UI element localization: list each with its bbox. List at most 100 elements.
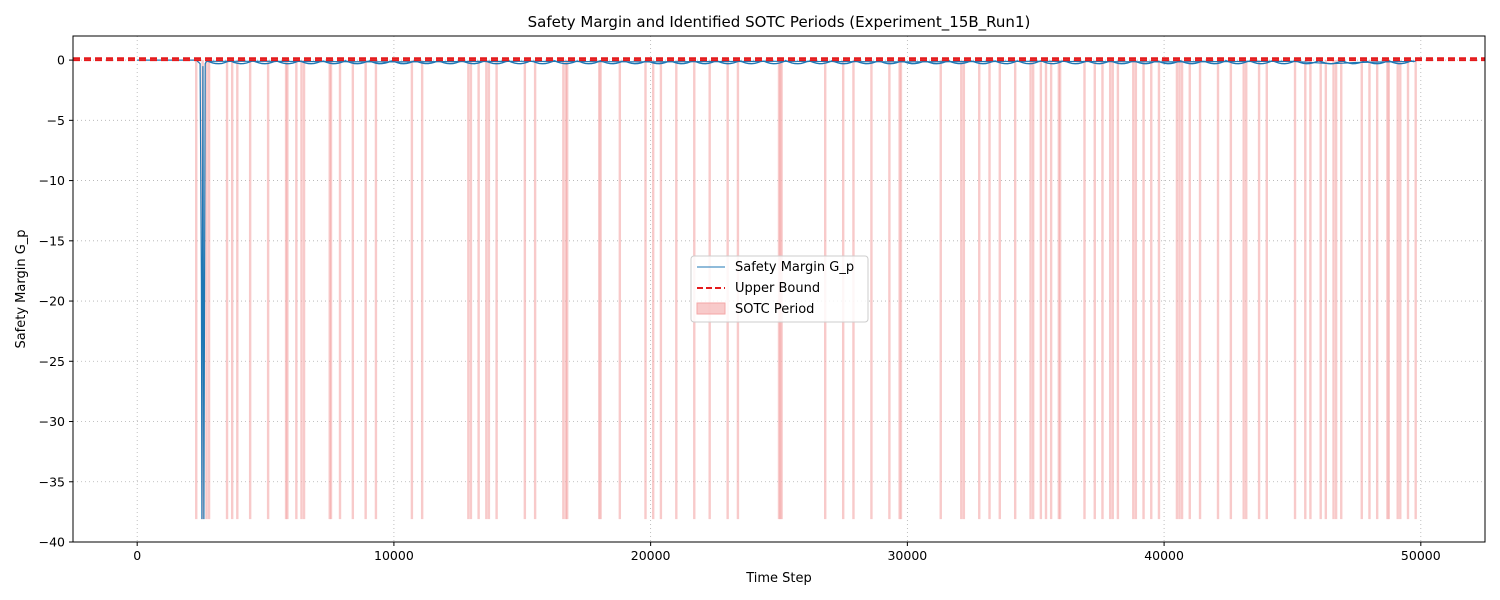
sotc-span [469, 60, 473, 520]
sotc-span [960, 60, 963, 520]
sotc-span [236, 60, 239, 520]
sotc-span [1368, 60, 1371, 520]
sotc-span [1175, 60, 1179, 520]
chart-title: Safety Margin and Identified SOTC Period… [528, 13, 1031, 32]
sotc-span [1414, 60, 1417, 520]
sotc-span [1360, 60, 1363, 520]
y-axis: 0 −5 −10 −15 −20 −25 −30 −35 −40 [39, 53, 73, 550]
sotc-span [1029, 60, 1032, 520]
sotc-span [207, 60, 211, 520]
sotc-span [1399, 60, 1402, 520]
x-tick-label: 30000 [887, 548, 927, 563]
y-tick-label: −40 [39, 535, 65, 550]
sotc-span [328, 60, 331, 520]
sotc-span [978, 60, 981, 520]
sotc-span [295, 60, 298, 520]
legend-entry-sotc-period: SOTC Period [735, 302, 814, 317]
legend-sotc-marker [696, 302, 726, 315]
sotc-span [248, 60, 252, 520]
sotc-span [266, 60, 270, 520]
sotc-span [1101, 60, 1104, 520]
sotc-span [1132, 60, 1135, 520]
sotc-span [195, 60, 198, 520]
sotc-span [870, 60, 873, 520]
series-lines [137, 59, 1416, 520]
sotc-span [477, 60, 480, 520]
sotc-span [533, 60, 537, 520]
sotc-span [284, 60, 288, 520]
legend: Safety Margin G_p Upper Bound SOTC Perio… [690, 255, 869, 323]
sotc-span [230, 60, 234, 520]
sotc-span [898, 60, 901, 520]
sotc-span [467, 60, 470, 520]
sotc-span [1116, 60, 1120, 520]
y-tick-label: −30 [39, 414, 65, 429]
sotc-span [962, 60, 966, 520]
x-tick-label: 10000 [374, 548, 414, 563]
sotc-span [1180, 60, 1184, 520]
sotc-span [644, 60, 647, 520]
sotc-span [1013, 60, 1017, 520]
sotc-span [329, 60, 333, 520]
sotc-span [1058, 60, 1062, 520]
sotc-span [988, 60, 991, 520]
x-tick-label: 0 [133, 548, 141, 563]
sotc-span [1142, 60, 1145, 520]
legend-box [690, 255, 869, 323]
y-tick-label: −15 [39, 233, 65, 248]
sotc-span [1293, 60, 1297, 520]
x-axis: 0 10000 20000 30000 40000 50000 [133, 542, 1441, 563]
plot-frame [72, 35, 1486, 543]
sotc-span [1340, 60, 1343, 520]
sotc-span [1245, 60, 1248, 520]
sotc-span [1406, 60, 1410, 520]
sotc-span [302, 60, 306, 520]
y-tick-label: −25 [39, 354, 65, 369]
sotc-span [495, 60, 498, 520]
sotc-span [659, 60, 663, 520]
sotc-span [1178, 60, 1181, 520]
sotc-span [888, 60, 891, 520]
sotc-span [1375, 60, 1379, 520]
sotc-span [485, 60, 488, 520]
sotc-span [1044, 60, 1048, 520]
sotc-span [1150, 60, 1153, 520]
sotc-span [1332, 60, 1335, 520]
sotc-span [562, 60, 565, 520]
sotc-span [1319, 60, 1322, 520]
sotc-span [599, 60, 602, 520]
sotc-span [998, 60, 1001, 520]
sotc-span [1083, 60, 1086, 520]
sotc-span [351, 60, 355, 520]
sotc-span [618, 60, 622, 520]
sotc-span [1188, 60, 1191, 520]
y-tick-label: −20 [39, 294, 65, 309]
sotc-span [205, 60, 208, 520]
sotc-span [225, 60, 229, 520]
legend-entry-safety-margin: Safety Margin G_p [735, 260, 854, 275]
sotc-span [1242, 60, 1245, 520]
sotc-span [487, 60, 491, 520]
sotc-span [1093, 60, 1096, 520]
sotc-span [1039, 60, 1043, 520]
sotc-span [338, 60, 342, 520]
sotc-span [420, 60, 424, 520]
sotc-span [652, 60, 655, 520]
sotc-span [1396, 60, 1399, 520]
sotc-span [1387, 60, 1390, 520]
sotc-span [1386, 60, 1389, 520]
sotc-span [286, 60, 289, 520]
sotc-span [364, 60, 367, 520]
sotc-span [1324, 60, 1328, 520]
sotc-span [1265, 60, 1268, 520]
y-tick-label: −5 [47, 113, 65, 128]
sotc-span [1057, 60, 1061, 520]
sotc-span [410, 60, 414, 520]
sotc-span [566, 60, 569, 520]
sotc-span [1157, 60, 1161, 520]
x-axis-label: Time Step [745, 571, 812, 586]
sotc-span [1334, 60, 1338, 520]
sotc-span [1031, 60, 1035, 520]
sotc-span [598, 60, 601, 520]
